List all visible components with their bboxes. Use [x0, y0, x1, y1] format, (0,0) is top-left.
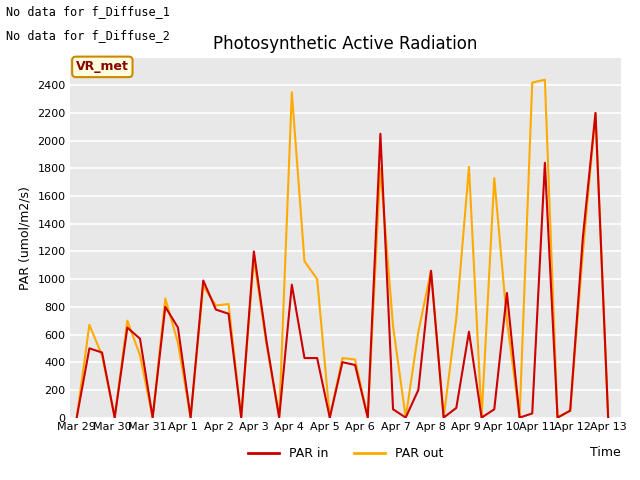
- Text: No data for f_Diffuse_1: No data for f_Diffuse_1: [6, 5, 170, 18]
- Text: VR_met: VR_met: [76, 60, 129, 73]
- Legend: PAR in, PAR out: PAR in, PAR out: [243, 443, 448, 465]
- Title: Photosynthetic Active Radiation: Photosynthetic Active Radiation: [213, 35, 478, 53]
- Text: No data for f_Diffuse_2: No data for f_Diffuse_2: [6, 29, 170, 42]
- Y-axis label: PAR (umol/m2/s): PAR (umol/m2/s): [19, 186, 32, 289]
- Text: Time: Time: [590, 446, 621, 459]
